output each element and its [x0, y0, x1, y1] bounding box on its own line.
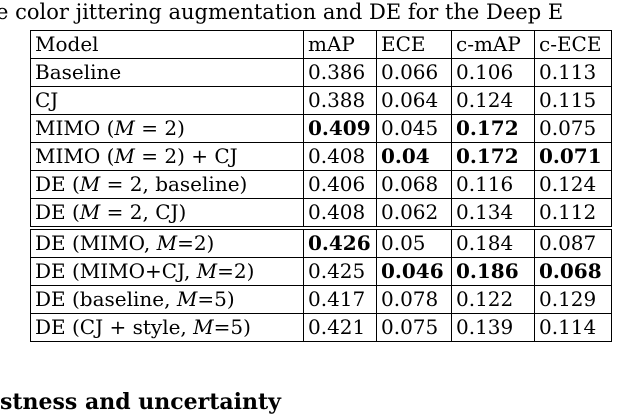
table-row: CJ 0.388 0.064 0.124 0.115 [30, 86, 612, 115]
map-cell: 0.388 [303, 86, 377, 115]
c-ece-cell: 0.129 [534, 285, 612, 314]
c-map-cell: 0.116 [451, 170, 535, 199]
c-ece-cell: 0.071 [534, 142, 612, 171]
model-cell: CJ [30, 86, 304, 115]
model-cell: DE (M = 2, CJ) [30, 198, 304, 230]
c-ece-cell: 0.124 [534, 170, 612, 199]
map-cell: 0.408 [303, 198, 377, 230]
c-map-cell: 0.134 [451, 198, 535, 230]
ece-cell: 0.066 [376, 58, 452, 87]
map-cell: 0.409 [303, 114, 377, 143]
model-cell: DE (baseline, M=5) [30, 285, 304, 314]
ece-cell: 0.068 [376, 170, 452, 199]
c-map-cell: 0.172 [451, 114, 535, 143]
c-ece-cell: 0.114 [534, 313, 612, 342]
model-cell: DE (MIMO, M=2) [30, 226, 304, 258]
model-cell: MIMO (M = 2) [30, 114, 304, 143]
table-caption: e color jittering augmentation and DE fo… [0, 0, 564, 24]
map-cell: 0.406 [303, 170, 377, 199]
ece-cell: 0.078 [376, 285, 452, 314]
header-c-map: c-mAP [451, 30, 535, 59]
table-row: Baseline 0.386 0.066 0.106 0.113 [30, 58, 612, 87]
model-cell: DE (MIMO+CJ, M=2) [30, 257, 304, 286]
ece-cell: 0.075 [376, 313, 452, 342]
header-ece: ECE [376, 30, 452, 59]
c-ece-cell: 0.113 [534, 58, 612, 87]
section-heading: stness and uncertainty [0, 389, 281, 415]
c-map-cell: 0.139 [451, 313, 535, 342]
map-cell: 0.386 [303, 58, 377, 87]
c-map-cell: 0.106 [451, 58, 535, 87]
table-row: DE (M = 2, baseline) 0.406 0.068 0.116 0… [30, 170, 612, 199]
ece-cell: 0.04 [376, 142, 452, 171]
c-map-cell: 0.186 [451, 257, 535, 286]
c-map-cell: 0.172 [451, 142, 535, 171]
header-map: mAP [303, 30, 377, 59]
c-ece-cell: 0.075 [534, 114, 612, 143]
map-cell: 0.425 [303, 257, 377, 286]
c-ece-cell: 0.068 [534, 257, 612, 286]
table-row: MIMO (M = 2) + CJ 0.408 0.04 0.172 0.071 [30, 142, 612, 171]
table-row: MIMO (M = 2) 0.409 0.045 0.172 0.075 [30, 114, 612, 143]
map-cell: 0.426 [303, 226, 377, 258]
ece-cell: 0.062 [376, 198, 452, 230]
table-row: DE (MIMO, M=2) 0.426 0.05 0.184 0.087 [30, 226, 612, 258]
table-header-row: Model mAP ECE c-mAP c-ECE [30, 30, 612, 59]
ece-cell: 0.046 [376, 257, 452, 286]
map-cell: 0.417 [303, 285, 377, 314]
ece-cell: 0.05 [376, 226, 452, 258]
map-cell: 0.421 [303, 313, 377, 342]
table-row: DE (baseline, M=5) 0.417 0.078 0.122 0.1… [30, 285, 612, 314]
c-map-cell: 0.124 [451, 86, 535, 115]
model-cell: DE (M = 2, baseline) [30, 170, 304, 199]
c-ece-cell: 0.115 [534, 86, 612, 115]
ece-cell: 0.064 [376, 86, 452, 115]
map-cell: 0.408 [303, 142, 377, 171]
header-c-ece: c-ECE [534, 30, 612, 59]
table-row: DE (M = 2, CJ) 0.408 0.062 0.134 0.112 [30, 198, 612, 230]
header-model: Model [30, 30, 304, 59]
model-cell: Baseline [30, 58, 304, 87]
ece-cell: 0.045 [376, 114, 452, 143]
model-cell: MIMO (M = 2) + CJ [30, 142, 304, 171]
c-ece-cell: 0.087 [534, 226, 612, 258]
c-map-cell: 0.122 [451, 285, 535, 314]
model-cell: DE (CJ + style, M=5) [30, 313, 304, 342]
table-row: DE (CJ + style, M=5) 0.421 0.075 0.139 0… [30, 313, 612, 342]
results-table: Model mAP ECE c-mAP c-ECE Baseline 0.386… [30, 30, 612, 342]
c-ece-cell: 0.112 [534, 198, 612, 230]
c-map-cell: 0.184 [451, 226, 535, 258]
table-row: DE (MIMO+CJ, M=2) 0.425 0.046 0.186 0.06… [30, 257, 612, 286]
